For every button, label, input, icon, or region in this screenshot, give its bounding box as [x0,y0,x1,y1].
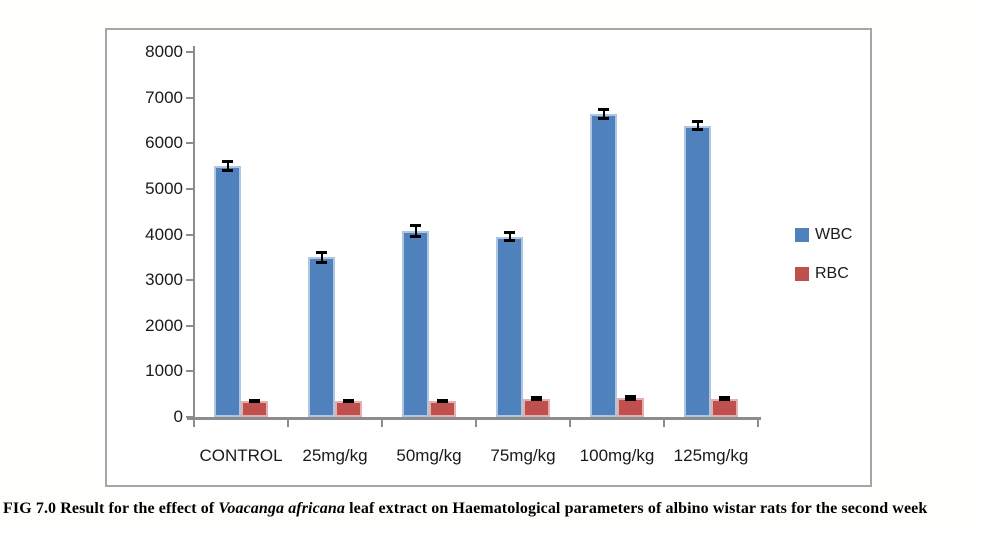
y-tick-mark [186,279,193,282]
bar-wbc-5 [590,113,617,417]
y-tick-mark [186,370,193,373]
y-tick-mark [186,324,193,327]
x-category-label: 125mg/kg [673,446,749,465]
y-tick-label: 3000 [145,270,183,290]
error-cap-top [531,396,542,400]
error-cap-top [343,398,354,402]
x-category-label: 50mg/kg [396,446,462,465]
x-tick-mark [757,420,759,427]
error-bar-wbc-4 [508,232,511,242]
error-cap-bottom [222,169,233,173]
legend: WBC RBC [795,226,852,304]
error-cap-bottom [625,397,636,401]
y-tick-mark [186,416,193,418]
y-tick-label: 8000 [145,42,183,61]
x-tick-mark [569,420,571,427]
error-cap-top [222,160,233,164]
error-bar-wbc-5 [602,108,605,119]
x-tick-mark [475,420,477,427]
bar-wbc-3 [402,230,429,417]
x-tick-mark [193,420,195,427]
y-axis-line [193,46,195,421]
caption-text-suffix: leaf extract on Haematological parameter… [345,500,928,517]
legend-label: WBC [815,226,853,243]
error-cap-top [598,107,609,111]
caption-species-italic: Voacanga africana [218,500,345,517]
error-cap-bottom [343,400,354,404]
chart-frame: 0 1000 2000 3000 4000 5000 6000 7000 8000 CONTRO… [105,28,872,487]
x-category-label: CONTROL [199,446,283,465]
x-tick-mark [381,420,383,427]
x-tick-mark [287,420,289,427]
error-cap-top [437,398,448,402]
bar-wbc-6 [684,125,711,417]
y-tick-mark [186,96,193,99]
y-tick-label: 0 [173,407,183,426]
error-bar-wbc-6 [696,121,699,131]
y-tick-label: 6000 [145,133,183,153]
error-cap-bottom [504,239,515,243]
error-cap-bottom [316,260,327,264]
error-cap-bottom [410,234,421,238]
bar-rbc-2 [335,401,362,417]
error-cap-bottom [692,128,703,132]
error-cap-bottom [719,398,730,402]
y-tick-mark [186,51,193,53]
x-axis-line [187,417,761,420]
bar-rbc-6 [711,398,738,417]
x-category-label: 100mg/kg [579,446,655,465]
y-tick-mark [186,142,193,145]
y-tick-mark [186,233,193,236]
y-tick-label: 5000 [145,178,183,198]
x-category-label: 75mg/kg [490,446,556,465]
legend-item-rbc: RBC [795,265,852,283]
legend-swatch-icon [795,228,809,242]
error-bar-wbc-3 [414,224,417,237]
error-cap-bottom [531,398,542,402]
y-tick-label: 4000 [145,224,183,244]
error-bar-wbc-1 [226,161,229,172]
y-tick-label: 7000 [145,87,183,107]
error-cap-bottom [598,116,609,120]
error-cap-top [316,250,327,254]
bar-rbc-4 [523,398,550,417]
error-cap-top [249,398,260,402]
legend-label: RBC [815,265,849,282]
bar-rbc-5 [617,397,644,417]
error-cap-top [625,395,636,398]
bar-rbc-3 [429,401,456,417]
caption-text: FIG 7.0 Result for the effect of [3,500,219,517]
error-cap-bottom [249,400,260,404]
bar-wbc-4 [496,236,523,417]
error-cap-top [692,120,703,124]
y-tick-label: 1000 [145,361,183,381]
legend-item-wbc: WBC [795,226,852,244]
error-cap-top [719,396,730,400]
legend-swatch-icon [795,267,809,281]
y-tick-mark [186,187,193,190]
bar-rbc-1 [241,401,268,417]
y-tick-label: 2000 [145,315,183,335]
error-cap-top [410,223,421,227]
bar-wbc-1 [214,166,241,417]
figure-caption: FIG 7.0 Result for the effect of Voacang… [3,500,979,518]
error-cap-top [504,231,515,235]
error-cap-bottom [437,400,448,404]
error-bar-wbc-2 [320,251,323,263]
x-tick-mark [663,420,665,427]
x-category-label: 25mg/kg [302,446,368,465]
bar-wbc-2 [308,257,335,417]
